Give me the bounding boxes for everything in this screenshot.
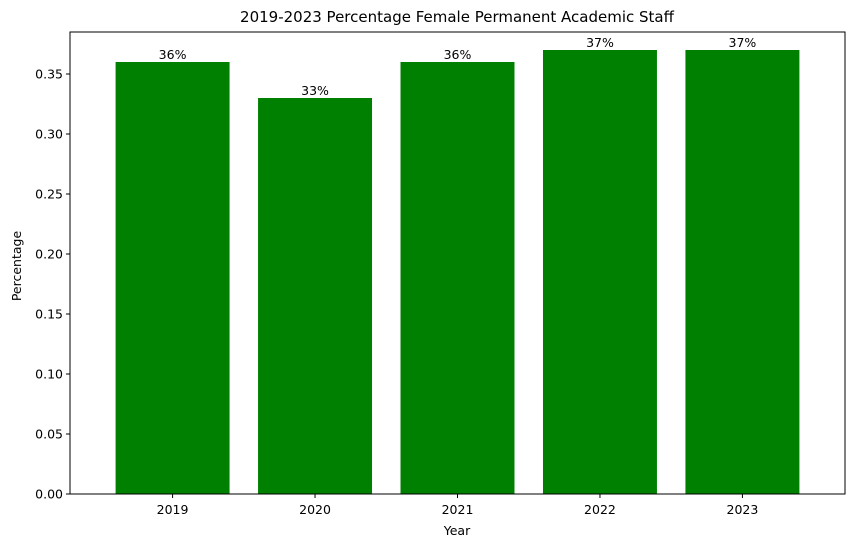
bar-2020 <box>258 98 373 494</box>
data-label-2021: 36% <box>444 47 472 62</box>
x-tick-label: 2023 <box>727 502 759 517</box>
x-tick-label: 2019 <box>157 502 189 517</box>
y-tick-label: 0.05 <box>35 427 63 442</box>
y-tick-label: 0.10 <box>35 367 63 382</box>
y-axis-ticks: 0.00 0.05 0.10 0.15 0.20 0.25 0.30 0.35 <box>35 67 70 502</box>
y-tick-label: 0.20 <box>35 247 63 262</box>
data-labels: 36% 33% 36% 37% 37% <box>159 35 757 98</box>
y-tick-label: 0.35 <box>35 67 63 82</box>
x-tick-label: 2021 <box>442 502 474 517</box>
bar-2022 <box>542 50 657 494</box>
bar-2019 <box>115 62 230 494</box>
data-label-2019: 36% <box>159 47 187 62</box>
y-tick-label: 0.00 <box>35 487 63 502</box>
bar-2021 <box>400 62 515 494</box>
data-label-2020: 33% <box>301 83 329 98</box>
data-label-2023: 37% <box>729 35 757 50</box>
data-label-2022: 37% <box>586 35 614 50</box>
y-tick-label: 0.25 <box>35 187 63 202</box>
x-axis-ticks: 2019 2020 2021 2022 2023 <box>157 494 759 517</box>
y-tick-label: 0.30 <box>35 127 63 142</box>
y-axis-label: Percentage <box>9 231 24 302</box>
bars <box>115 50 800 494</box>
bar-2023 <box>685 50 800 494</box>
chart-title: 2019-2023 Percentage Female Permanent Ac… <box>240 8 675 26</box>
x-tick-label: 2022 <box>584 502 616 517</box>
plot-frame <box>69 31 846 495</box>
y-tick-label: 0.15 <box>35 307 63 322</box>
x-tick-label: 2020 <box>299 502 331 517</box>
x-axis-label: Year <box>443 523 471 538</box>
